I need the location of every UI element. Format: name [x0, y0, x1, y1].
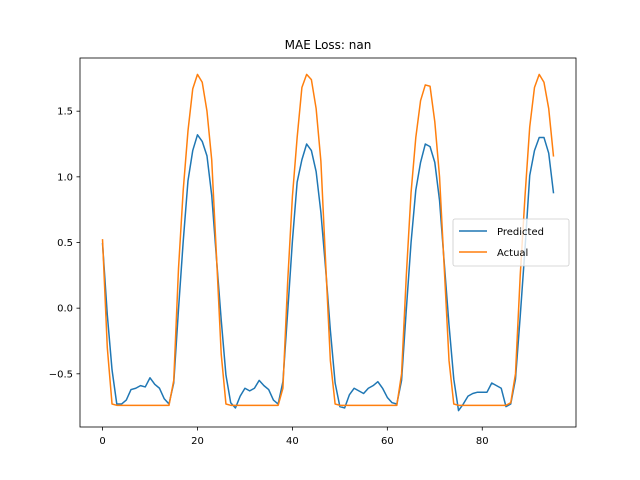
- chart-title: MAE Loss: nan: [285, 38, 372, 52]
- legend-label-actual: Actual: [497, 248, 528, 259]
- y-tick-label: 1.5: [57, 107, 73, 118]
- y-tick-label: 0.5: [57, 238, 73, 249]
- series-layer: [101, 73, 555, 412]
- y-tick-label: 1.0: [57, 172, 73, 183]
- x-tick-label: 60: [381, 436, 394, 447]
- x-tick-label: 20: [191, 436, 204, 447]
- plot-area: 0 20 40 60 80 −0.5 0.0 0.5 1.0 1.5: [49, 57, 577, 447]
- y-tick-label: 0.0: [57, 304, 73, 315]
- x-tick-label: 0: [99, 436, 105, 447]
- y-tick-label: −0.5: [49, 369, 73, 380]
- x-axis: 0 20 40 60 80: [99, 427, 489, 447]
- x-tick-label: 40: [286, 436, 299, 447]
- series-line-actual: [101, 73, 555, 407]
- x-tick-label: 80: [476, 436, 489, 447]
- legend: Predicted Actual: [452, 218, 570, 267]
- legend-label-predicted: Predicted: [497, 227, 544, 238]
- y-axis: −0.5 0.0 0.5 1.0 1.5: [49, 107, 80, 380]
